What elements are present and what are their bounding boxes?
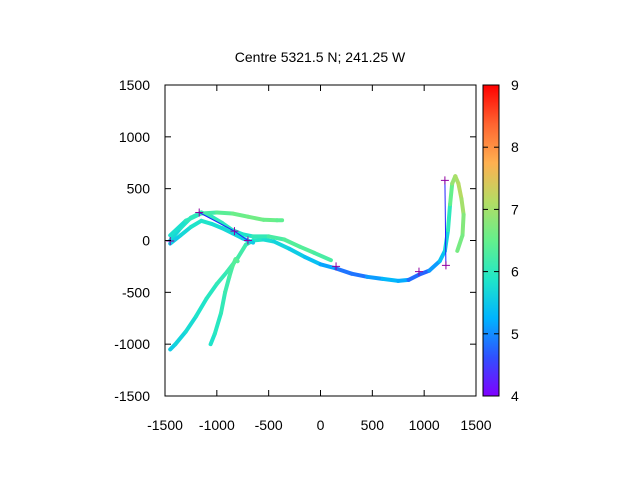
track-segment (178, 225, 193, 238)
track-segment (287, 246, 307, 260)
track-segment (455, 233, 465, 253)
track-segment (212, 311, 223, 336)
track-segment (199, 210, 219, 216)
track-segment (183, 211, 204, 223)
track-segment (427, 259, 442, 273)
track-segment (204, 282, 219, 301)
plus-marker (332, 262, 341, 271)
track-segment (173, 329, 188, 347)
plus-marker (440, 176, 449, 185)
marker-layer (166, 176, 450, 276)
y-tick-label: 500 (127, 181, 151, 197)
track-segment (380, 276, 401, 283)
track-segment (261, 217, 279, 223)
data-layer (168, 174, 466, 352)
track-segment (271, 239, 292, 251)
x-tick-label: -1000 (199, 417, 235, 433)
colorbar-label: 4 (511, 388, 519, 404)
track-segment (365, 274, 385, 281)
track-segment (456, 181, 464, 201)
track-segment (266, 234, 287, 242)
axis-ticks (164, 84, 477, 397)
x-tick-label: 0 (317, 417, 325, 433)
nav-line (444, 180, 447, 266)
track-segment (168, 233, 183, 246)
y-tick-labels: -1500 -1000 -500 0 500 1000 1500 (114, 77, 150, 404)
track-segment (303, 255, 323, 267)
x-tick-label: 1500 (460, 417, 491, 433)
colorbar-label: 9 (511, 77, 519, 93)
plot-frame (164, 84, 477, 397)
track-segment (312, 250, 333, 263)
track-segment (297, 244, 317, 255)
y-tick-label: -1000 (114, 336, 150, 352)
track-segment (459, 197, 466, 217)
plus-marker (166, 237, 175, 246)
colorbar-ticks (483, 84, 499, 397)
y-tick-label: -500 (122, 284, 150, 300)
track-segment (194, 296, 209, 319)
x-tick-label: 500 (361, 417, 385, 433)
track-segment (446, 202, 453, 233)
track-segment (214, 269, 230, 286)
navigation-lines (198, 180, 447, 266)
track-segment (219, 290, 228, 316)
track-segment (318, 262, 339, 271)
chart-title: Centre 5321.5 N; 241.25 W (235, 49, 406, 65)
track-segment (183, 314, 199, 334)
colorbar-label: 6 (511, 264, 519, 280)
plus-marker (195, 208, 204, 217)
track-segment (209, 214, 224, 225)
track-segment (448, 181, 455, 207)
x-tick-label: -500 (255, 417, 283, 433)
track-segment (188, 218, 204, 229)
colorbar-label: 8 (511, 139, 519, 155)
x-tick-labels: -1500 -1000 -500 0 500 1000 1500 (147, 417, 492, 433)
plus-marker (414, 267, 423, 276)
track-segment (223, 274, 232, 295)
plus-marker (243, 236, 252, 245)
track-series-2 (168, 210, 285, 238)
plus-marker (441, 261, 450, 270)
y-tick-label: 0 (142, 233, 150, 249)
track-segment (282, 237, 302, 249)
colorbar-label: 7 (511, 201, 519, 217)
y-tick-label: 1500 (119, 77, 150, 93)
track-segment (460, 212, 466, 238)
y-tick-label: -1500 (114, 388, 150, 404)
track-segment (233, 257, 240, 264)
track-segment (230, 211, 250, 219)
track-segment (349, 271, 370, 279)
x-tick-label: 1000 (409, 417, 440, 433)
colorbar-labels: 4 5 6 7 8 9 (511, 77, 519, 404)
track-series-0 (168, 174, 466, 352)
track-series-3 (208, 257, 240, 347)
track-segment (214, 210, 235, 216)
plus-marker (230, 227, 239, 236)
track-segment (168, 218, 188, 238)
track-segment (235, 242, 248, 261)
y-tick-label: 1000 (119, 129, 150, 145)
colorbar-label: 5 (511, 326, 519, 342)
track-segment (168, 226, 183, 243)
x-tick-label: -1500 (147, 417, 183, 433)
track-segment (245, 214, 266, 222)
track-series-1 (168, 210, 333, 263)
track-segment (334, 266, 354, 276)
colorbar (482, 84, 500, 397)
